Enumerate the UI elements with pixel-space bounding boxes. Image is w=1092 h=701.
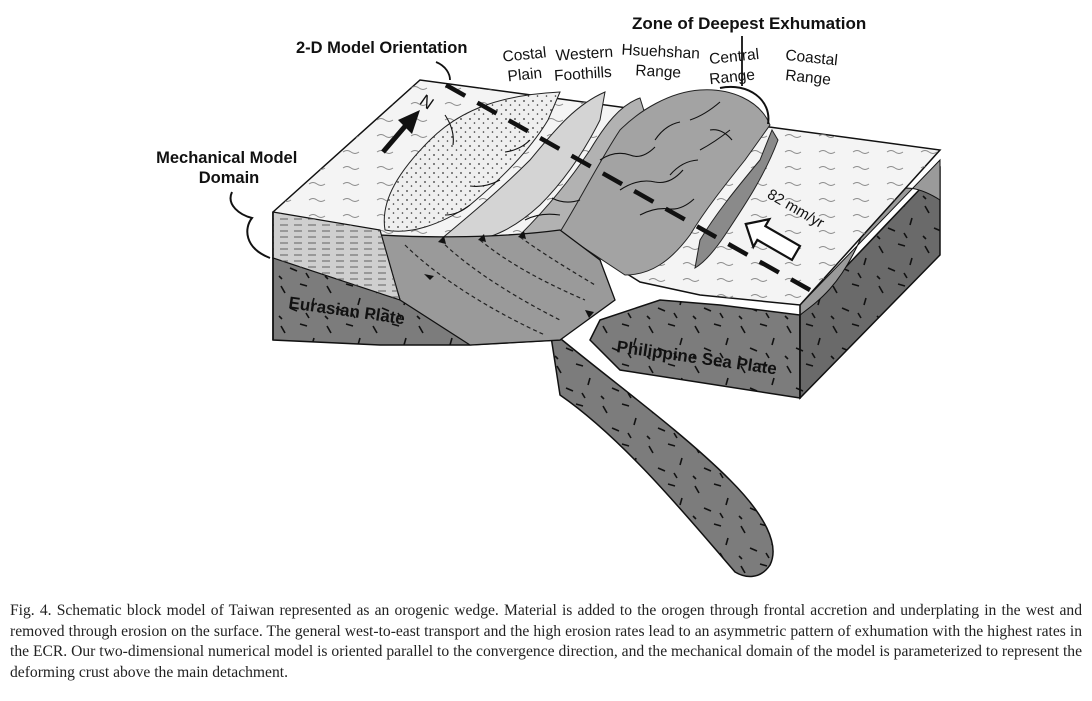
exhumation-bracket xyxy=(719,85,770,125)
region-label-western-foothills: Western Foothills xyxy=(552,43,619,84)
figure-caption: Fig. 4. Schematic block model of Taiwan … xyxy=(10,602,1082,681)
subducting-slab xyxy=(548,328,774,578)
mechanical-domain-bracket xyxy=(229,191,271,259)
model-orientation-label: 2-D Model Orientation xyxy=(296,39,467,57)
coastal-range-region xyxy=(694,128,779,269)
north-arrow-icon xyxy=(381,110,420,154)
mechanical-domain-label: Mechanical Model Domain xyxy=(156,149,302,187)
accretion-arrows xyxy=(424,231,594,318)
taiwan-block-diagram: N 82 mm/yr Eurasian Plate Philippine Sea… xyxy=(156,14,942,578)
zone-deepest-exhumation-label: Zone of Deepest Exhumation xyxy=(632,14,866,33)
region-label-central-range: Central Range xyxy=(706,46,766,89)
mechanical-model-strata xyxy=(272,211,401,301)
model-orientation-leader xyxy=(435,61,451,81)
western-foothills-region xyxy=(438,91,606,241)
orogenic-wedge-section xyxy=(379,229,616,346)
block-outline xyxy=(272,212,801,398)
region-label-hsuehshan-range: Hsuehshan Range xyxy=(620,42,705,83)
region-label-coastal-range: Coastal Range xyxy=(782,47,842,90)
philippine-plate-face xyxy=(589,299,801,399)
convergence-arrow-icon xyxy=(744,217,802,262)
region-label-costal-plain: Costal Plain xyxy=(502,44,554,86)
